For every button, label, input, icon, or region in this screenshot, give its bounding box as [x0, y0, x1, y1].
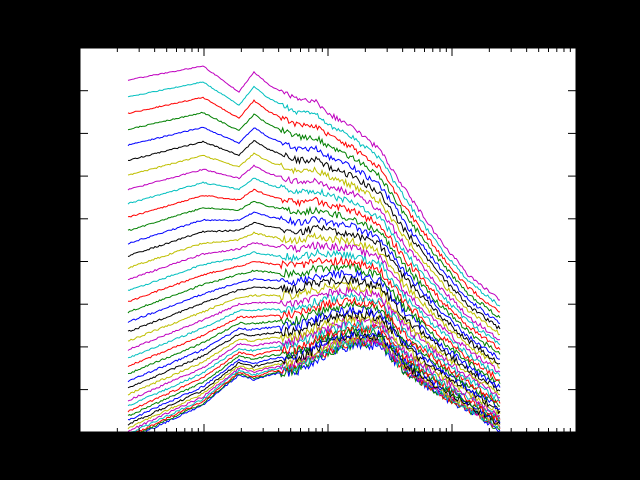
series-line [127, 305, 501, 411]
series-line [127, 177, 501, 346]
series-line [127, 327, 501, 424]
series-layer [127, 65, 501, 433]
series-line [127, 279, 501, 396]
series-line [127, 111, 501, 319]
series-line [127, 126, 501, 324]
series-line [127, 334, 501, 433]
series-line [127, 241, 501, 373]
series-line [127, 300, 501, 407]
series-line [127, 231, 500, 369]
series-line [128, 255, 501, 382]
plot-frame [79, 47, 577, 433]
series-line [127, 139, 501, 330]
series-line [127, 274, 501, 392]
series-line [127, 200, 501, 355]
series-line [127, 269, 501, 388]
series-line [127, 164, 501, 341]
series-line [127, 316, 500, 418]
series-line [127, 221, 501, 365]
series-line [127, 188, 501, 350]
series-line [127, 152, 501, 336]
series-line [127, 65, 500, 301]
series-line [127, 81, 501, 307]
series-line [127, 286, 501, 399]
series-line [127, 96, 501, 313]
series-line [127, 309, 501, 415]
series-line [127, 296, 501, 404]
series-line [127, 291, 501, 402]
series-line [127, 247, 501, 377]
series-line [127, 211, 501, 360]
ticks-layer [79, 48, 577, 432]
series-line [127, 262, 501, 384]
